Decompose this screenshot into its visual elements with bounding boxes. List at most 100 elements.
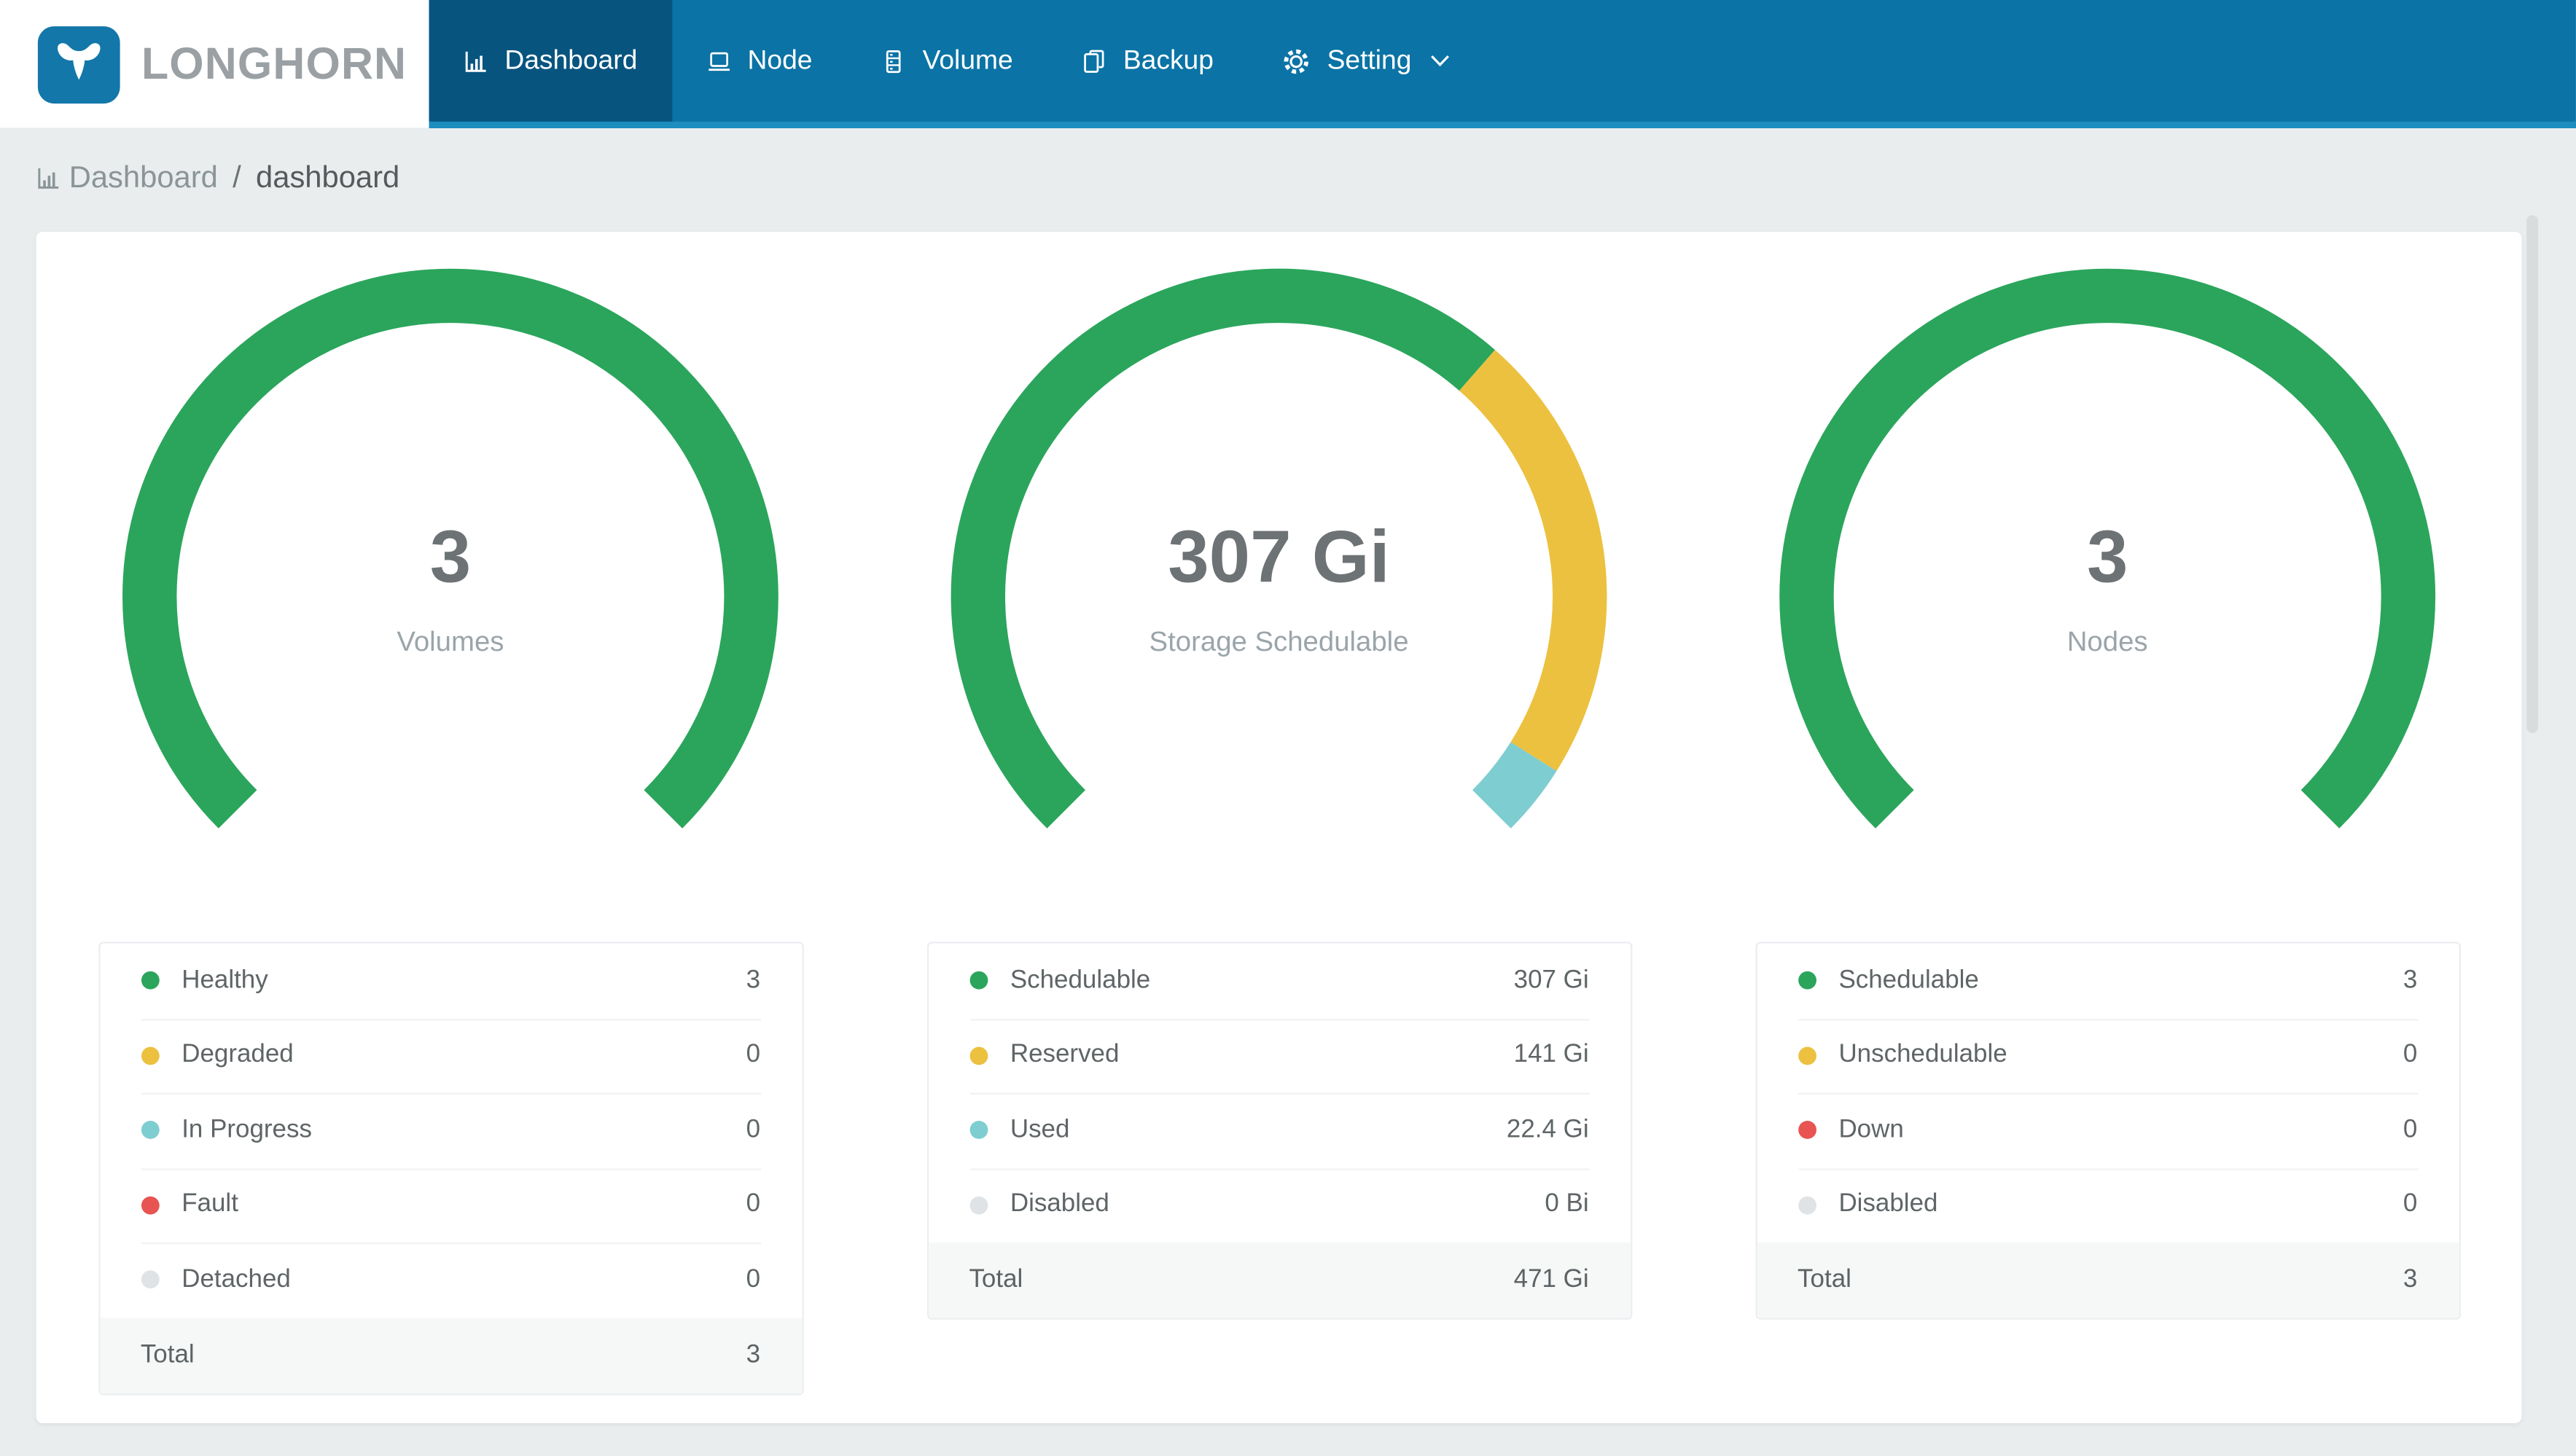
- legend-label: Schedulable: [1838, 966, 1979, 994]
- legend-label: In Progress: [182, 1115, 312, 1144]
- legend-value: 307 Gi: [1513, 966, 1589, 994]
- breadcrumb-separator: /: [233, 159, 241, 195]
- legend-row-schedulable: Schedulable 3: [1757, 943, 2459, 1018]
- legend-color-dot: [969, 1121, 988, 1140]
- legend-value: 22.4 Gi: [1506, 1115, 1589, 1144]
- dashboard-card: 3 Volumes Healthy 3 Degraded 0 In Progress 0 Fau…: [36, 231, 2522, 1424]
- node-icon: [706, 49, 731, 74]
- legend-value: 0: [2403, 1190, 2418, 1218]
- gauge-panel-nodes: 3 Nodes Schedulable 3 Unschedulable 0 Down 0 Dis…: [1693, 232, 2522, 1423]
- legend-value: 0: [746, 1190, 761, 1218]
- legend-value: 0: [2403, 1115, 2418, 1144]
- nav-item-setting[interactable]: Setting: [1248, 0, 1483, 122]
- nav-item-label: Setting: [1327, 45, 1412, 75]
- nav-item-label: Volume: [922, 45, 1013, 75]
- chevron-down-icon: [1428, 54, 1449, 67]
- legend-row-used: Used 22.4 Gi: [928, 1092, 1630, 1168]
- main-nav: Dashboard Node Volume Backup Setting: [429, 0, 1484, 122]
- legend-total-label: Total: [969, 1265, 1023, 1293]
- nav-item-label: Node: [747, 45, 813, 75]
- legend-color-dot: [1798, 1121, 1816, 1140]
- active-tab-indicator: [429, 121, 2576, 128]
- legend-row-disabled: Disabled 0 Bi: [928, 1167, 1630, 1242]
- legend-color-dot: [140, 1046, 159, 1065]
- legend-label: Unschedulable: [1838, 1041, 2007, 1069]
- legend-value: 3: [2403, 966, 2418, 994]
- legend-label: Used: [1010, 1115, 1070, 1144]
- legend-color-dot: [140, 971, 159, 990]
- brand-logo[interactable]: LONGHORN: [0, 0, 429, 128]
- legend-label: Degraded: [182, 1041, 294, 1069]
- legend-color-dot: [1798, 1046, 1816, 1065]
- legend-color-dot: [969, 1196, 988, 1215]
- gauge-chart: 307 Gi Storage Schedulable: [951, 268, 1608, 925]
- legend-row-unschedulable: Unschedulable 0: [1757, 1018, 2459, 1093]
- nav-item-dashboard[interactable]: Dashboard: [429, 0, 672, 122]
- legend-color-dot: [140, 1270, 159, 1289]
- legend-row-down: Down 0: [1757, 1092, 2459, 1168]
- nav-item-label: Backup: [1123, 45, 1214, 75]
- legend-row-schedulable: Schedulable 307 Gi: [928, 943, 1630, 1018]
- gauge-panel-storage-schedulable: 307 Gi Storage Schedulable Schedulable 307 …: [864, 232, 1693, 1423]
- legend-total-row: Total 3: [99, 1317, 802, 1393]
- legend-row-degraded: Degraded 0: [99, 1018, 801, 1093]
- gear-icon: [1283, 47, 1311, 74]
- legend-value: 0: [746, 1115, 761, 1144]
- legend-label: Disabled: [1838, 1190, 1938, 1218]
- legend-label: Healthy: [182, 966, 268, 994]
- nav-item-label: Dashboard: [504, 45, 638, 75]
- legend-color-dot: [969, 1046, 988, 1065]
- legend-total-row: Total 471 Gi: [928, 1242, 1631, 1318]
- legend-value: 0 Bi: [1545, 1190, 1589, 1218]
- legend-color-dot: [140, 1196, 159, 1215]
- nav-item-node[interactable]: Node: [672, 0, 847, 122]
- legend-row-disabled: Disabled 0: [1757, 1167, 2459, 1242]
- legend-color-dot: [1798, 971, 1816, 990]
- legend-table: Healthy 3 Degraded 0 In Progress 0 Fault 0 Detac…: [98, 942, 803, 1395]
- gauge-panel-volumes: 3 Volumes Healthy 3 Degraded 0 In Progress 0 Fau…: [36, 232, 865, 1423]
- legend-label: Detached: [182, 1264, 291, 1293]
- gauge-chart: 3 Volumes: [122, 268, 779, 925]
- legend-value: 3: [746, 966, 761, 994]
- gauge-panels: 3 Volumes Healthy 3 Degraded 0 In Progress 0 Fau…: [36, 232, 2522, 1423]
- legend-color-dot: [1798, 1196, 1816, 1215]
- legend-row-fault: Fault 0: [99, 1167, 801, 1242]
- legend-total-label: Total: [1798, 1265, 1851, 1293]
- top-navbar: LONGHORN Dashboard Node Volume Backup Settin…: [0, 0, 2576, 128]
- legend-color-dot: [969, 971, 988, 990]
- legend-row-healthy: Healthy 3: [99, 943, 801, 1018]
- legend-row-in-progress: In Progress 0: [99, 1092, 801, 1168]
- breadcrumb: Dashboard / dashboard: [36, 159, 400, 196]
- brand-name: LONGHORN: [141, 38, 407, 88]
- legend-value: 0: [2403, 1041, 2418, 1069]
- legend-value: 0: [746, 1264, 761, 1293]
- legend-label: Schedulable: [1010, 966, 1151, 994]
- legend-value: 141 Gi: [1513, 1041, 1589, 1069]
- breadcrumb-dashboard-link[interactable]: Dashboard: [69, 159, 218, 195]
- legend-table: Schedulable 3 Unschedulable 0 Down 0 Disabled 0…: [1755, 942, 2460, 1320]
- legend-color-dot: [140, 1121, 159, 1140]
- legend-total-row: Total 3: [1756, 1242, 2459, 1318]
- breadcrumb-current-page: dashboard: [256, 159, 400, 195]
- bar-chart-icon: [36, 165, 64, 190]
- volume-icon: [881, 49, 906, 74]
- legend-value: 0: [746, 1041, 761, 1069]
- legend-row-reserved: Reserved 141 Gi: [928, 1018, 1630, 1093]
- legend-total-value: 471 Gi: [1513, 1265, 1589, 1293]
- legend-label: Reserved: [1010, 1041, 1120, 1069]
- legend-label: Down: [1838, 1115, 1904, 1144]
- legend-label: Fault: [182, 1190, 238, 1218]
- backup-icon: [1082, 49, 1106, 74]
- legend-label: Disabled: [1010, 1190, 1109, 1218]
- legend-total-value: 3: [746, 1340, 761, 1369]
- legend-total-value: 3: [2403, 1265, 2418, 1293]
- longhorn-logo-icon: [37, 25, 120, 103]
- vertical-scrollbar[interactable]: [2526, 215, 2539, 733]
- nav-item-volume[interactable]: Volume: [847, 0, 1047, 122]
- legend-row-detached: Detached 0: [99, 1242, 801, 1318]
- bar-chart-icon: [464, 49, 488, 74]
- legend-table: Schedulable 307 Gi Reserved 141 Gi Used 22.4 …: [926, 942, 1632, 1320]
- legend-total-label: Total: [140, 1340, 195, 1369]
- nav-item-backup[interactable]: Backup: [1047, 0, 1248, 122]
